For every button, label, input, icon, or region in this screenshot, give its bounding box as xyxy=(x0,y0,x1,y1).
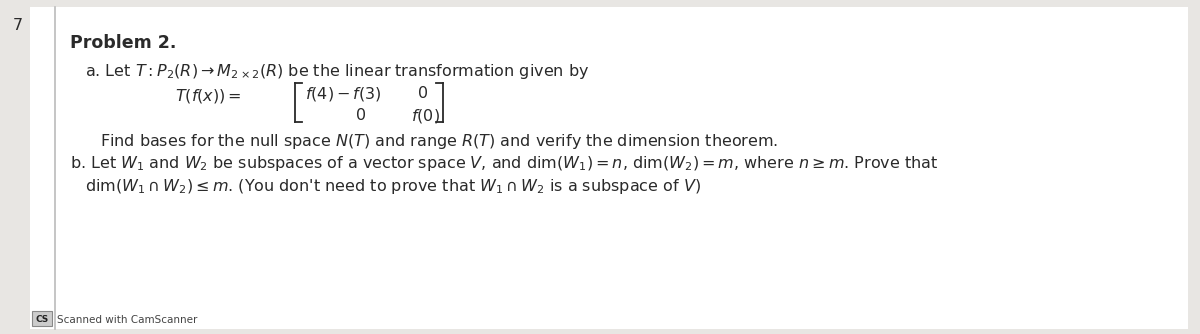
Text: $f(4) - f(3)$: $f(4) - f(3)$ xyxy=(305,85,382,103)
Text: CS: CS xyxy=(35,315,49,324)
Text: $T(f(x)) = $: $T(f(x)) = $ xyxy=(175,87,241,105)
Text: Scanned with CamScanner: Scanned with CamScanner xyxy=(58,315,197,325)
Text: b. Let $W_1$ and $W_2$ be subspaces of a vector space $V$, and $\mathrm{dim}(W_1: b. Let $W_1$ and $W_2$ be subspaces of a… xyxy=(70,154,938,173)
Text: $0$: $0$ xyxy=(355,107,366,123)
Text: $\mathrm{dim}(W_1 \cap W_2) \leq m$. (You don't need to prove that $W_1 \cap W_2: $\mathrm{dim}(W_1 \cap W_2) \leq m$. (Yo… xyxy=(85,177,701,196)
Text: 7: 7 xyxy=(13,18,23,33)
FancyBboxPatch shape xyxy=(32,311,52,326)
Text: $f(0)$: $f(0)$ xyxy=(410,107,440,125)
Text: Find bases for the null space $N(T)$ and range $R(T)$ and verify the dimension t: Find bases for the null space $N(T)$ and… xyxy=(100,132,779,151)
Text: $0$: $0$ xyxy=(418,85,428,101)
Text: a. Let $T: P_2(R) \rightarrow M_{2\times 2}(R)$ be the linear transformation giv: a. Let $T: P_2(R) \rightarrow M_{2\times… xyxy=(85,62,589,81)
FancyBboxPatch shape xyxy=(30,7,1188,329)
Text: Problem 2.: Problem 2. xyxy=(70,34,176,52)
